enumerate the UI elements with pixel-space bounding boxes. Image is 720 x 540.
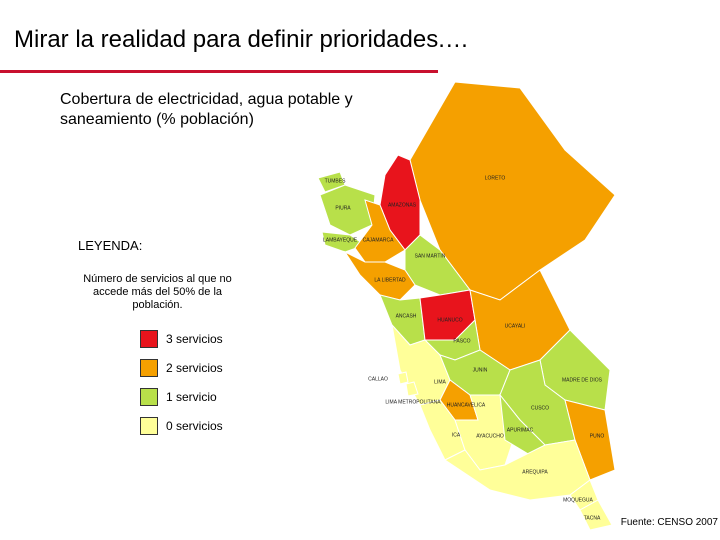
subtitle: Cobertura de electricidad, agua potable … <box>60 91 353 128</box>
region-label: TUMBES <box>325 178 347 184</box>
region-label: LIMA <box>434 379 446 385</box>
region-label: UCAYALI <box>505 323 526 329</box>
legend-swatch <box>140 359 158 377</box>
region <box>409 81 616 301</box>
region-label: ICA <box>452 432 461 438</box>
region-label: AYACUCHO <box>476 433 504 439</box>
legend-item: 3 servicios <box>140 330 223 348</box>
legend-description: Número de servicios al que no accede más… <box>83 273 232 311</box>
legend-swatch <box>140 388 158 406</box>
legend-swatch <box>140 417 158 435</box>
legend-item: 2 servicios <box>140 359 223 377</box>
region <box>405 381 419 397</box>
slide-title: Mirar la realidad para definir prioridad… <box>14 26 469 53</box>
legend-label: 1 servicio <box>166 390 217 404</box>
region-label: LA LIBERTAD <box>374 277 406 283</box>
title-rule <box>0 70 438 73</box>
region-label: LAMBAYEQUE <box>323 237 358 243</box>
legend-item: 0 servicios <box>140 417 223 435</box>
region <box>343 250 416 301</box>
region-label: PIURA <box>335 205 351 211</box>
region-label: CUSCO <box>531 405 549 411</box>
legend-label: 2 servicios <box>166 361 223 375</box>
region-label: JUNIN <box>473 367 488 373</box>
region-label: AREQUIPA <box>522 469 548 475</box>
region-label: ANCASH <box>396 313 417 319</box>
region-label: HUANCAVELICA <box>447 402 486 408</box>
region-label: CAJAMARCA <box>363 237 395 243</box>
region-label: CALLAO <box>368 376 388 382</box>
legend-title: LEYENDA: <box>78 238 143 253</box>
region-label: SAN MARTIN <box>415 253 446 259</box>
region <box>564 399 616 481</box>
region <box>397 371 409 385</box>
region-label: PUNO <box>590 433 605 439</box>
region-label: MADRE DE DIOS <box>562 377 603 383</box>
legend-item: 1 servicio <box>140 388 217 406</box>
region-label: AMAZONAS <box>388 202 417 208</box>
legend-swatch <box>140 330 158 348</box>
source: Fuente: CENSO 2007 <box>620 517 718 528</box>
legend-label: 0 servicios <box>166 419 223 433</box>
region-label: LORETO <box>485 175 506 181</box>
legend-label: 3 servicios <box>166 332 223 346</box>
region-label: APURIMAC <box>507 427 534 433</box>
region-label: HUANUCO <box>437 317 462 323</box>
region-label: MOQUEGUA <box>563 497 593 503</box>
region-label: PASCO <box>453 338 470 344</box>
region <box>579 499 613 531</box>
region-label: LIMA METROPOLITANA <box>385 399 441 405</box>
region <box>444 439 591 501</box>
region-label: TACNA <box>584 515 601 521</box>
